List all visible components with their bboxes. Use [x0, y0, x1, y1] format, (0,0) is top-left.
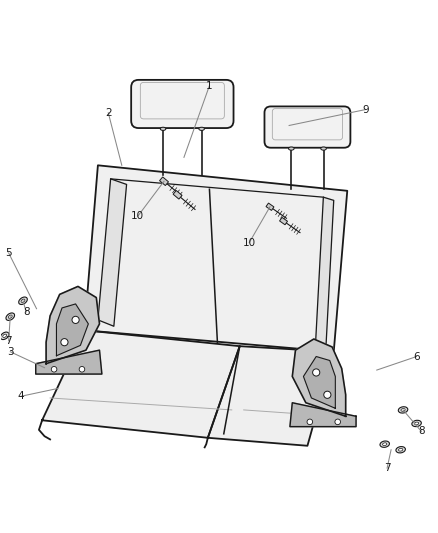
Polygon shape [57, 304, 88, 356]
Ellipse shape [382, 443, 387, 446]
Text: 10: 10 [243, 238, 256, 248]
Circle shape [79, 367, 85, 372]
Circle shape [51, 367, 57, 372]
Polygon shape [208, 346, 334, 446]
Text: 8: 8 [418, 426, 425, 437]
Circle shape [313, 369, 320, 376]
Ellipse shape [414, 422, 419, 425]
Polygon shape [279, 217, 287, 225]
Polygon shape [159, 177, 169, 185]
Circle shape [324, 391, 331, 398]
Ellipse shape [0, 332, 9, 340]
Text: 5: 5 [5, 248, 12, 258]
Ellipse shape [19, 297, 27, 304]
Ellipse shape [380, 441, 389, 447]
Polygon shape [315, 197, 334, 350]
Circle shape [307, 419, 313, 425]
Text: 1: 1 [206, 80, 213, 91]
Text: 9: 9 [362, 104, 369, 115]
Text: 4: 4 [17, 391, 24, 401]
Text: 6: 6 [413, 352, 420, 361]
Polygon shape [85, 165, 347, 352]
Ellipse shape [8, 315, 12, 318]
Text: 7: 7 [5, 336, 12, 345]
Text: 8: 8 [23, 307, 29, 317]
Ellipse shape [3, 334, 7, 337]
Circle shape [335, 419, 340, 425]
Text: 10: 10 [131, 211, 144, 221]
Polygon shape [304, 357, 336, 408]
Polygon shape [173, 190, 182, 199]
Ellipse shape [289, 147, 294, 150]
Polygon shape [42, 330, 240, 438]
Ellipse shape [199, 127, 205, 131]
Text: 2: 2 [105, 108, 112, 118]
Text: 3: 3 [7, 347, 14, 357]
FancyBboxPatch shape [265, 107, 350, 148]
Ellipse shape [6, 313, 14, 320]
Circle shape [72, 316, 79, 324]
Ellipse shape [21, 299, 25, 302]
Polygon shape [98, 179, 127, 326]
Ellipse shape [401, 408, 405, 411]
Ellipse shape [412, 421, 421, 426]
Polygon shape [36, 350, 102, 374]
Circle shape [61, 338, 68, 346]
Text: 7: 7 [384, 463, 390, 473]
Polygon shape [46, 286, 99, 364]
FancyBboxPatch shape [131, 80, 233, 128]
Ellipse shape [399, 448, 403, 451]
Polygon shape [290, 403, 356, 426]
Ellipse shape [396, 447, 406, 453]
Ellipse shape [321, 147, 326, 150]
Polygon shape [292, 339, 346, 416]
Ellipse shape [398, 407, 408, 413]
Ellipse shape [160, 127, 166, 131]
Polygon shape [266, 203, 274, 211]
